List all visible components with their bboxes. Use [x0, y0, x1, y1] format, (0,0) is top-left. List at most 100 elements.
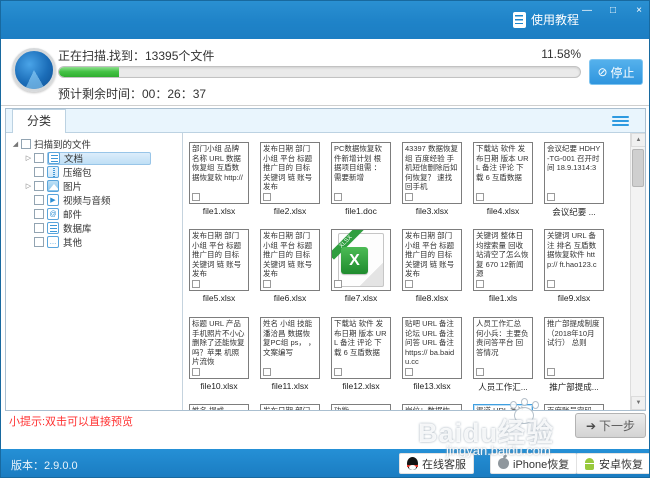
file-checkbox[interactable] [405, 193, 413, 201]
file-checkbox[interactable] [405, 368, 413, 376]
footer-button-label: iPhone恢复 [513, 458, 570, 471]
file-name-label: file13.xlsx [413, 381, 451, 391]
file-checkbox[interactable] [263, 193, 271, 201]
close-button[interactable]: × [636, 5, 642, 16]
tree-item-6[interactable]: 数据库 [6, 221, 182, 235]
expand-icon[interactable]: ▷ [25, 155, 32, 162]
checkbox[interactable] [34, 223, 44, 233]
file-card[interactable]: 部门小组 品牌名称 URL 数据恢复组 互盾数据恢复软 http:// [189, 142, 249, 204]
checkbox[interactable] [34, 237, 44, 247]
file-checkbox[interactable] [547, 280, 555, 288]
scroll-down-icon[interactable]: ▼ [631, 396, 645, 410]
file-checkbox[interactable] [547, 368, 555, 376]
file-card[interactable]: 关键词 URL 备注 排名 互盾数据恢复软件 http:// ft.hao123… [544, 229, 604, 291]
tree-item-5[interactable]: @ 邮件 [6, 207, 182, 221]
stop-button[interactable]: ⊘ 停止 [589, 59, 643, 85]
tutorial-doc-icon [512, 11, 526, 28]
file-card[interactable]: 姓名 小组 技能 潘洽昌 数据恢复PC组 ps， ，文案编写 [260, 317, 320, 379]
apple-icon [498, 458, 509, 469]
file-preview-text: 下载站 软件 发布日期 版本 URL 备注 评论 下载 6 互盾数据 [334, 319, 387, 357]
file-card[interactable]: 关键词 整体日均搜索量 回收站清空了怎么恢复 670 12新闻源 [473, 229, 533, 291]
file-card-partial[interactable]: 发布日期 部门 [260, 404, 320, 410]
tab-categories[interactable]: 分类 [12, 109, 66, 133]
minimize-button[interactable]: — [582, 5, 592, 16]
file-preview-text: 姓名 小组 技能 潘洽昌 数据恢复PC组 ps， ，文案编写 [263, 319, 316, 357]
file-checkbox[interactable] [476, 368, 484, 376]
file-checkbox[interactable] [547, 193, 555, 201]
tree-item-7[interactable]: … 其他 [6, 235, 182, 249]
file-checkbox[interactable] [192, 193, 200, 201]
file-preview-text: 发布日期 部门小组 平台 标题 推广目的 目标关键词 链 账号 发布 [192, 231, 242, 278]
files-found-count: 找到：13395个文件 [109, 49, 215, 63]
next-step-label: 下一步 [599, 419, 636, 433]
file-checkbox[interactable] [263, 368, 271, 376]
file-card-partial[interactable]: 岗位：数据恢 [402, 404, 462, 410]
xlsx-file-icon: XLSX X [332, 230, 384, 287]
checkbox[interactable] [34, 167, 44, 177]
file-checkbox[interactable] [192, 280, 200, 288]
footer-button-label: 在线客服 [422, 458, 466, 471]
file-card-partial[interactable]: 功能 [331, 404, 391, 410]
file-card[interactable]: 会议纪要 HDHY-TG-001 召开时间 18.9.1314:3 [544, 142, 604, 204]
file-preview-text: 发布日期 部门小组 平台 标题 推广目的 目标关键词 链 账号 发布 [263, 231, 313, 278]
checkbox[interactable] [34, 153, 44, 163]
file-card[interactable]: 下载站 软件 发布日期 版本 URL 备注 评论 下载 6 互盾数据 [473, 142, 533, 204]
file-name-label: file4.xlsx [486, 206, 520, 216]
file-checkbox[interactable] [476, 280, 484, 288]
file-checkbox[interactable] [192, 368, 200, 376]
radar-icon [12, 48, 56, 92]
excel-logo: X [341, 247, 368, 274]
file-card[interactable]: 发布日期 部门小组 平台 标题 推广目的 目标关键词 链 账号 发布 [260, 142, 320, 204]
expand-icon[interactable]: ▷ [25, 183, 32, 190]
file-card[interactable]: PC数据恢复软件新增计划 根据项目组需 ：需要新增 [331, 142, 391, 204]
mail-icon: @ [47, 208, 59, 220]
file-card[interactable]: 发布日期 部门小组 平台 标题 推广目的 目标关键词 链 账号 发布 [260, 229, 320, 291]
file-checkbox[interactable] [334, 193, 342, 201]
file-checkbox[interactable] [263, 280, 271, 288]
tree-item-4[interactable]: ▶ 视频与音频 [6, 193, 182, 207]
maximize-button[interactable]: □ [609, 5, 617, 16]
tree-item-label: 图片 [63, 182, 83, 193]
file-preview-text: 功能 [332, 405, 390, 410]
file-card[interactable]: 发布日期 部门小组 平台 标题 推广目的 目标关键词 链 账号 发布 [402, 229, 462, 291]
file-card[interactable]: 人员工作汇总 何小兵：主要负责问答平台 回答情况 [473, 317, 533, 379]
tutorial-button[interactable]: 使用教程 [512, 11, 579, 28]
footer-button-3[interactable]: 安卓恢复 [576, 453, 649, 474]
tree-item-root[interactable]: ◢ 扫描到的文件 [6, 137, 182, 151]
scroll-up-icon[interactable]: ▲ [631, 133, 645, 147]
file-checkbox[interactable] [334, 368, 342, 376]
tree-item-1[interactable]: ▷ 文档 [6, 151, 182, 165]
file-card[interactable]: 贴吧 URL 备注 论坛 URL 备注 问答 URL 备注 https:// b… [402, 317, 462, 379]
file-card[interactable]: 标题 URL 产品 手机照片不小心删除了还能恢复吗？苹果 机照片流恢 [189, 317, 249, 379]
next-step-button[interactable]: ➔ 下一步 [575, 413, 646, 438]
checkbox[interactable] [34, 181, 44, 191]
vertical-scrollbar[interactable]: ▲ ▼ [630, 133, 645, 410]
file-name-label: file8.xlsx [415, 293, 449, 303]
checkbox[interactable] [34, 209, 44, 219]
menu-icon[interactable] [612, 116, 629, 128]
file-preview-text: 推广部提成制度 （2018年10月试行） 总则 [547, 319, 600, 347]
file-card[interactable]: 推广部提成制度 （2018年10月试行） 总则 [544, 317, 604, 379]
checkbox[interactable] [34, 195, 44, 205]
file-card[interactable]: 发布日期 部门小组 平台 标题 推广目的 目标关键词 链 账号 发布 [189, 229, 249, 291]
file-checkbox[interactable] [334, 280, 342, 288]
scroll-thumb[interactable] [632, 149, 644, 187]
file-card-partial[interactable]: 姓名 提成 [189, 404, 249, 410]
tree-root-label: 扫描到的文件 [34, 140, 92, 151]
file-preview-text: 岗位：数据恢 [403, 405, 461, 410]
tree-item-3[interactable]: ▷ 图片 [6, 179, 182, 193]
file-card[interactable]: 43397 数据恢复组 百度经验 手机短信删除后如何恢复？ 速找回手机 [402, 142, 462, 204]
tree-item-2[interactable]: 压缩包 [6, 165, 182, 179]
file-checkbox[interactable] [476, 193, 484, 201]
file-card[interactable]: 下载站 软件 发布日期 版本 URL 备注 评论 下载 6 互盾数据 [331, 317, 391, 379]
other-icon: … [47, 236, 59, 248]
file-preview-text: 关键词 URL 备注 排名 互盾数据恢复软件 http:// ft.hao123… [547, 231, 597, 269]
file-card-partial[interactable]: 渠道 URL 备注 [473, 404, 533, 410]
file-card[interactable]: XLSX X [331, 229, 391, 291]
file-card-partial[interactable]: 百度账号密码 [544, 404, 604, 410]
file-preview-text: 百度账号密码 [545, 405, 603, 410]
file-checkbox[interactable] [405, 280, 413, 288]
checkbox[interactable] [21, 139, 31, 149]
footer-button-2[interactable]: iPhone恢复 [490, 453, 578, 474]
footer-button-1[interactable]: 在线客服 [399, 453, 474, 474]
